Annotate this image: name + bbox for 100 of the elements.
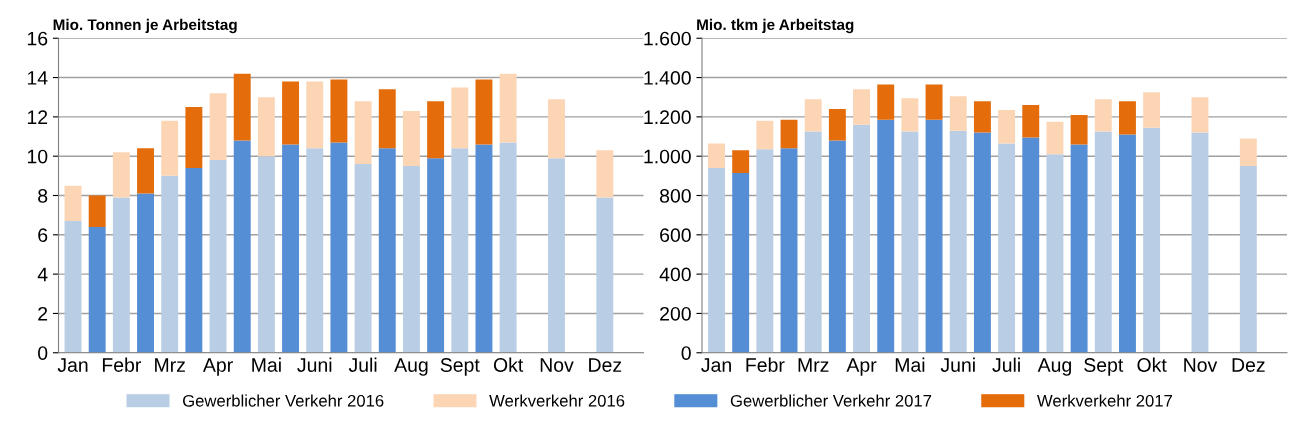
bar (137, 193, 154, 353)
bar (112, 197, 130, 353)
legend-label: Werkverkehr 2017 (1037, 394, 1172, 407)
bar (185, 167, 203, 353)
x-tick-label: Okt (493, 357, 524, 372)
bar (1118, 134, 1136, 353)
bar (596, 197, 614, 353)
bar (780, 148, 798, 353)
y-tick-label: 16 (27, 31, 48, 46)
bar (402, 166, 420, 353)
x-tick-label: Febr (746, 357, 785, 372)
bar (475, 79, 493, 145)
bar (1239, 138, 1257, 167)
bar (1191, 132, 1209, 353)
bar (137, 148, 154, 194)
bar (161, 175, 179, 353)
bar (853, 89, 871, 125)
bar (378, 89, 396, 149)
bar (64, 185, 82, 222)
chart-title: Mio. Tonnen je Arbeitstag (53, 18, 237, 34)
bar (548, 158, 565, 353)
bar (257, 97, 275, 157)
bar (1191, 97, 1209, 133)
bar (998, 110, 1016, 144)
y-tick-label: 1.400 (644, 71, 691, 85)
bar (708, 143, 725, 168)
bar (306, 148, 324, 353)
y-tick-label: 8 (38, 188, 48, 203)
bar (451, 148, 469, 353)
y-tick-label: 6 (38, 228, 48, 243)
bar (1094, 99, 1112, 132)
bar (548, 99, 565, 159)
bar (499, 142, 517, 353)
bar (1118, 101, 1136, 135)
x-tick-label: Aug (394, 358, 428, 376)
x-tick-label: Juli (992, 357, 1020, 372)
legend-label: Gewerblicher Verkehr 2017 (730, 394, 932, 407)
bar (112, 152, 130, 198)
x-tick-label: Okt (1137, 357, 1167, 372)
y-tick-label: 200 (660, 306, 691, 321)
bar (973, 101, 991, 133)
y-tick-label: 10 (27, 149, 48, 164)
x-tick-label: Juni (940, 357, 975, 372)
bar (306, 81, 324, 149)
x-tick-label: Juni (297, 357, 332, 372)
bar (877, 119, 895, 353)
bar (427, 158, 445, 353)
y-tick-label: 400 (659, 267, 691, 282)
bar (475, 144, 493, 353)
bar (257, 156, 275, 353)
bar (402, 110, 420, 167)
bar (209, 160, 227, 353)
bar (949, 96, 967, 131)
bar (354, 164, 372, 353)
bar (354, 101, 372, 165)
y-tick-label: 1.600 (644, 31, 691, 46)
bar (233, 73, 251, 141)
bar (925, 84, 943, 120)
x-tick-label: Febr (102, 357, 142, 372)
bar (925, 119, 943, 353)
bar (780, 119, 798, 149)
x-tick-label: Apr (202, 358, 233, 376)
bar (828, 140, 846, 353)
bar (1239, 166, 1257, 353)
y-tick-label: 1.000 (644, 149, 691, 164)
bar (949, 130, 967, 353)
bar (708, 167, 725, 353)
bar (330, 79, 348, 143)
bar (1070, 114, 1088, 145)
bar (1046, 154, 1064, 353)
bar (451, 87, 469, 149)
bar (732, 150, 750, 173)
x-tick-label: Apr (846, 358, 877, 376)
x-tick-label: Mrz (155, 358, 185, 372)
bar (499, 73, 517, 143)
x-tick-label: Juli (348, 357, 377, 372)
bar (88, 195, 106, 227)
bar (901, 131, 919, 353)
y-tick-label: 0 (38, 346, 48, 360)
bar (853, 124, 871, 353)
y-tick-label: 14 (27, 71, 48, 85)
x-tick-label: Sept (1084, 358, 1124, 376)
bar (732, 172, 750, 353)
x-tick-label: Mrz (798, 358, 829, 372)
x-tick-label: Nov (540, 358, 574, 372)
bar (282, 144, 300, 353)
bar (804, 131, 822, 353)
chart-title: Mio. tkm je Arbeitstag (697, 18, 854, 34)
y-tick-label: 800 (659, 188, 691, 203)
bar (1094, 131, 1112, 353)
x-tick-label: Jan (57, 358, 88, 372)
x-tick-label: Sept (440, 358, 480, 376)
bar (233, 140, 251, 353)
bar (973, 132, 991, 353)
bar (1022, 105, 1040, 138)
bar (1070, 144, 1088, 353)
bar (161, 120, 179, 176)
y-tick-label: 2 (38, 306, 48, 321)
bar (209, 93, 227, 161)
bar (1143, 127, 1161, 353)
